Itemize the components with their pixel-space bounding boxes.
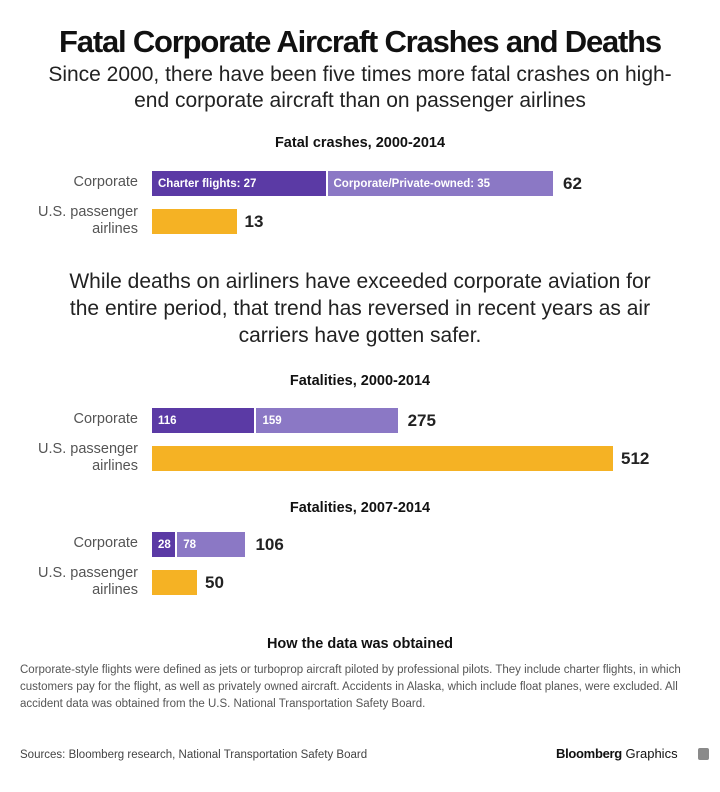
bar-total-corporate: 62: [563, 174, 582, 193]
bar-segment-corporate-1: Corporate/Private-owned: 35: [327, 171, 553, 196]
bar-total-corporate: 275: [407, 411, 436, 430]
chart3-label-corporate: Corporate: [73, 535, 138, 551]
chart3-title: Fatalities, 2007-2014: [289, 500, 431, 516]
bar-total-corporate: 106: [255, 535, 284, 554]
chart2-title: Fatalities, 2000-2014: [289, 373, 431, 389]
chart3-label-airlines: U.S. passenger airlines: [38, 565, 138, 598]
chart1-title: Fatal crashes, 2000-2014: [274, 135, 446, 151]
chart2-label-airlines: U.S. passenger airlines: [38, 441, 138, 474]
bar-segment-airlines-2: [152, 570, 198, 595]
bar-total-airlines: 512: [621, 449, 650, 468]
logo-icon: [698, 748, 709, 760]
bar-segment-airlines-2: [152, 209, 237, 234]
chart2-label-corporate: Corporate: [73, 411, 138, 427]
bar-segment-corporate-0: 116: [152, 408, 255, 433]
methodology-note: Corporate-style flights were defined as …: [20, 664, 681, 710]
bar-segment-corporate-0: Charter flights: 27: [152, 171, 326, 196]
bar-segment-corporate-0: 28: [152, 532, 176, 557]
chart-title: Fatal Corporate Aircraft Crashes and Dea…: [59, 24, 662, 59]
bar-segment-airlines-2: [152, 446, 613, 471]
logo-suffix: Graphics: [625, 746, 678, 761]
logo-brand: Bloomberg: [556, 746, 622, 761]
chart1-bars: Charter flights: 27 Corporate/Private-own…: [0, 0, 720, 260]
bar-segment-corporate-1: 159: [256, 408, 398, 433]
bar-segment-corporate-1: 78: [177, 532, 246, 557]
chart1-label-corporate: Corporate: [73, 174, 138, 190]
bar-total-airlines: 50: [205, 573, 224, 592]
intro-paragraph: While deaths on airliners have exceeded …: [69, 270, 651, 347]
sources-text: Sources: Bloomberg research, National Tr…: [20, 749, 368, 761]
chart3-bars: 28 78 106 50: [152, 532, 284, 595]
chart1-label-airlines: U.S. passenger airlines: [38, 204, 138, 237]
chart2-bars: 116 159 275 512: [152, 408, 650, 471]
bar-total-airlines: 13: [244, 212, 264, 231]
methodology-heading: How the data was obtained: [266, 636, 454, 652]
bloomberg-graphics-logo: Bloomberg Graphics: [556, 746, 678, 761]
chart-subtitle: Since 2000, there have been five times m…: [48, 63, 672, 112]
